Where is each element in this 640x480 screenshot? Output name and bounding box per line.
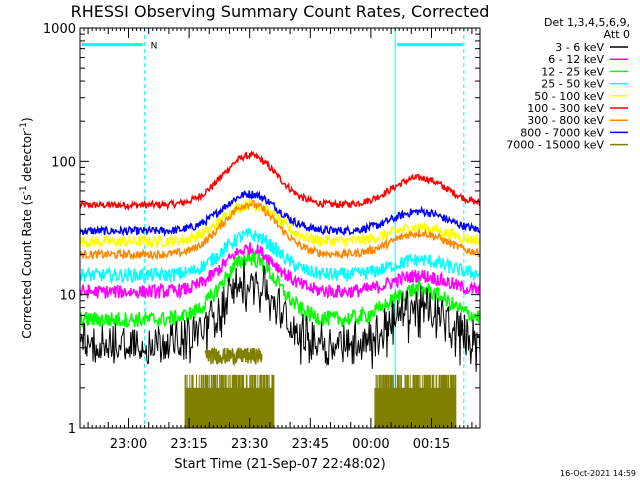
plot-frame [79, 27, 481, 429]
y-axis-label-sup1: -1 [19, 185, 29, 194]
y-axis-label-end: ) [20, 117, 34, 122]
x-tick-label: 23:30 [231, 437, 268, 452]
x-tick-label: 23:15 [170, 437, 207, 452]
series-line-3-6keV [79, 259, 481, 372]
y-axis-label-main: Corrected Count Rate (s [20, 194, 34, 338]
y-axis-label: Corrected Count Rate (s-1 detector-1) [19, 117, 34, 338]
legend-label: 12 - 25 keV [541, 65, 604, 78]
y-axis-label-mid: detector [20, 131, 34, 186]
x-tick-label: 23:00 [110, 437, 147, 452]
y-tick-label: 1 [68, 422, 76, 437]
y-tick-label: 1000 [43, 22, 76, 37]
night-annotation-label: N [151, 42, 158, 52]
series-line-6-12keV [79, 242, 481, 300]
legend-label: 100 - 300 keV [527, 102, 604, 115]
series-line-300-800keV [79, 199, 481, 261]
series-line-12-25keV [79, 252, 481, 328]
y-tick-label: 100 [51, 155, 76, 170]
legend-header-line-1: Det 1,3,4,5,6,9, [544, 16, 630, 29]
series-line-100-300keV [79, 149, 481, 212]
series-line-7000-15000keV-spikes [184, 374, 275, 428]
legend-label: 800 - 7000 keV [520, 126, 604, 139]
chart-title: RHESSI Observing Summary Count Rates, Co… [71, 2, 490, 21]
plot-area: N 1 10 100 1000 23:00 23:15 23:30 23:45 00:00 00:1… [43, 22, 481, 452]
plot-timestamp: 16-Oct-2021 14:59 [560, 469, 636, 478]
series-line-25-50keV [79, 227, 481, 284]
series-line-50-100keV [79, 197, 481, 250]
legend-header-line-2: Att 0 [604, 28, 630, 41]
series-line-7000-15000keV-spikes [374, 374, 457, 428]
x-tick-label: 00:15 [413, 437, 450, 452]
legend-label: 6 - 12 keV [548, 53, 604, 66]
y-tick-label: 10 [59, 289, 76, 304]
series-line-800-7000keV [79, 190, 481, 238]
x-axis-label: Start Time (21-Sep-07 22:48:02) [174, 457, 385, 472]
legend-label: 3 - 6 keV [555, 41, 604, 54]
legend-label: 50 - 100 keV [534, 90, 604, 103]
legend-label: 25 - 50 keV [541, 78, 604, 91]
y-axis-label-sup2: -1 [19, 122, 29, 131]
x-tick-label: 23:45 [292, 437, 329, 452]
series-line-7000-15000keV-peak [204, 346, 263, 367]
legend-label: 7000 - 15000 keV [506, 139, 604, 152]
legend-label: 300 - 800 keV [527, 114, 604, 127]
x-tick-label: 00:00 [352, 437, 389, 452]
